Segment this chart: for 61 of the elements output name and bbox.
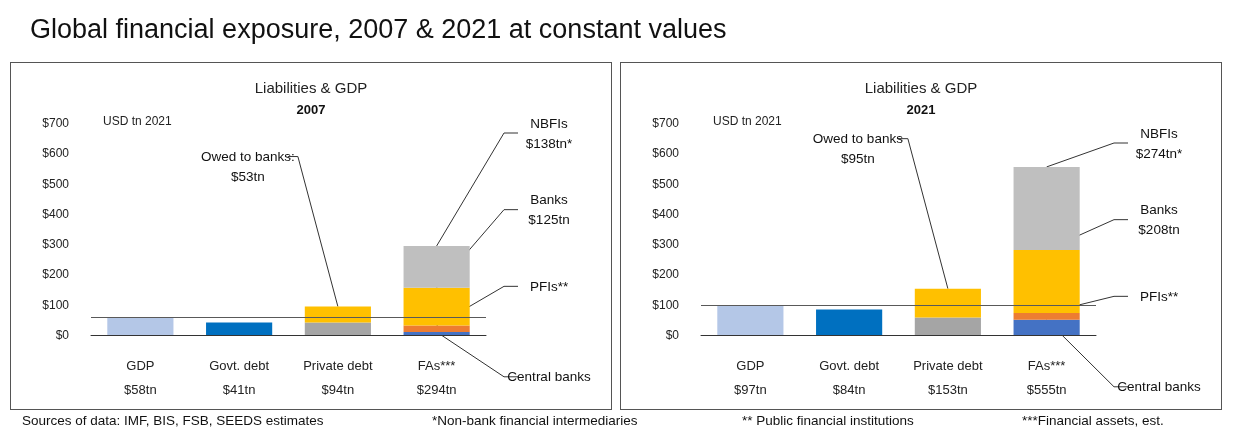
y-tick-label: $700 — [652, 116, 680, 130]
y-tick-label: $0 — [665, 328, 680, 342]
annotation: NBFIs $274tn* — [1135, 125, 1184, 161]
annotation: Banks $208tn — [1138, 202, 1180, 238]
x-tick-label: GDP $97tn — [734, 357, 767, 397]
y-tick-label: $500 — [652, 176, 680, 191]
text: ** Public financial institutions — [742, 413, 914, 428]
bar — [816, 309, 883, 335]
annotation: Central banks — [507, 369, 591, 385]
bar — [304, 306, 371, 323]
x-tick-label: GDP $58tn — [124, 357, 157, 397]
y-tick-label: $500 — [42, 176, 70, 191]
bar — [914, 288, 981, 318]
x-tick-label: Private debt $94tn — [303, 357, 373, 397]
bar — [403, 245, 470, 288]
chart-title: Liabilities & GDP — [254, 79, 368, 96]
y-tick-label: $300 — [42, 237, 70, 252]
annotation: NBFIs $138tn* — [525, 115, 574, 151]
bar — [107, 317, 174, 335]
bar — [403, 325, 470, 332]
chart-title: Liabilities & GDP — [864, 79, 978, 96]
bar — [717, 305, 784, 335]
annotation: Banks $125tn — [528, 192, 570, 228]
bar — [206, 322, 273, 335]
bar — [403, 331, 470, 335]
x-tick-label: Private debt $153tn — [913, 357, 983, 397]
y-tick-label: $100 — [652, 297, 680, 312]
x-tick-label: Govt. debt $41tn — [209, 357, 270, 397]
y-tick-label: $300 — [652, 237, 680, 252]
source-note: Sources of data: IMF, BIS, FSB, SEEDS estimates — [22, 413, 324, 428]
annotation: PFIs** — [529, 278, 569, 294]
y-tick-label: $200 — [652, 267, 680, 282]
y-tick-label: $400 — [42, 206, 70, 221]
annotation: Central banks — [1117, 379, 1201, 395]
text: Global financial exposure, 2007 & 2021 at constant values — [30, 14, 727, 45]
text: ***Financial assets, est. — [1022, 413, 1164, 428]
y-tick-label: $400 — [652, 206, 680, 221]
y-tick-label: $200 — [42, 267, 70, 282]
bar — [304, 322, 371, 335]
annotation: Owed to banks: $53tn — [200, 149, 295, 185]
annotation: PFIs** — [1139, 288, 1179, 304]
text: *Non-bank financial intermediaries — [432, 413, 638, 428]
x-tick-label: Govt. debt $84tn — [819, 357, 880, 397]
y-axis-title: USD tn 2021 — [713, 114, 783, 128]
bar — [1013, 249, 1080, 313]
y-tick-label: $600 — [42, 146, 70, 161]
y-tick-label: $0 — [55, 328, 70, 342]
chart-subtitle: 2021 — [906, 102, 936, 117]
y-tick-label: $700 — [42, 116, 70, 130]
bar — [1013, 166, 1080, 250]
y-tick-label: $600 — [652, 146, 680, 161]
y-tick-label: $100 — [42, 297, 70, 312]
bar — [403, 287, 470, 326]
y-axis-title: USD tn 2021 — [103, 114, 173, 128]
x-tick-label: FAs*** $555tn — [1026, 357, 1067, 397]
bar — [914, 317, 981, 335]
annotation: Owed to banks $95tn — [812, 131, 904, 167]
chart-subtitle: 2007 — [296, 102, 326, 117]
x-tick-label: FAs*** $294tn — [416, 357, 457, 397]
bar — [1013, 319, 1080, 335]
bar — [1013, 312, 1080, 320]
